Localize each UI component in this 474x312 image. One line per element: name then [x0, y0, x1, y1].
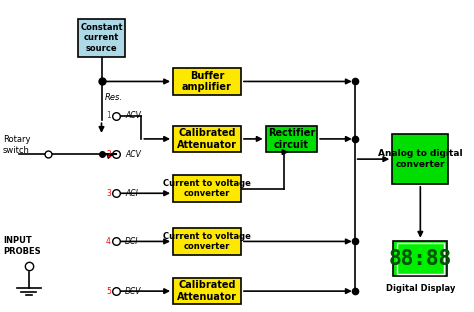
Text: INPUT
PROBES: INPUT PROBES	[3, 236, 41, 256]
FancyBboxPatch shape	[397, 243, 444, 274]
FancyBboxPatch shape	[393, 241, 447, 276]
FancyBboxPatch shape	[173, 68, 241, 95]
FancyBboxPatch shape	[392, 134, 448, 184]
Text: Rectifier
circuit: Rectifier circuit	[268, 128, 315, 150]
Text: Buffer
amplifier: Buffer amplifier	[182, 71, 232, 92]
Text: 88:88: 88:88	[389, 248, 452, 269]
Text: DCV: DCV	[125, 287, 141, 295]
Text: 5: 5	[106, 287, 111, 295]
FancyBboxPatch shape	[173, 228, 241, 255]
Text: Calibrated
Attenuator: Calibrated Attenuator	[177, 128, 237, 150]
Text: Rotary
switch: Rotary switch	[3, 135, 30, 155]
Text: Calibrated
Attenuator: Calibrated Attenuator	[177, 280, 237, 302]
Text: 2: 2	[106, 150, 111, 159]
Text: Digital Display: Digital Display	[386, 284, 455, 293]
Text: 4: 4	[106, 237, 111, 246]
FancyBboxPatch shape	[173, 175, 241, 202]
Text: Constant
current
source: Constant current source	[80, 23, 123, 53]
Text: 3: 3	[106, 189, 111, 198]
FancyBboxPatch shape	[78, 18, 125, 57]
FancyBboxPatch shape	[265, 126, 317, 152]
Text: ACI: ACI	[125, 189, 138, 198]
Text: DCI: DCI	[125, 237, 138, 246]
FancyBboxPatch shape	[173, 126, 241, 152]
Text: 1: 1	[106, 111, 111, 120]
Text: Analog to digital
converter: Analog to digital converter	[378, 149, 463, 169]
Text: ACV: ACV	[125, 150, 141, 159]
Text: Res.: Res.	[105, 93, 123, 102]
FancyBboxPatch shape	[173, 278, 241, 304]
Text: Current to voltage
converter: Current to voltage converter	[163, 179, 251, 198]
Text: 88:88: 88:88	[389, 248, 452, 269]
Text: ACV: ACV	[125, 111, 141, 120]
Text: Current to voltage
converter: Current to voltage converter	[163, 232, 251, 251]
